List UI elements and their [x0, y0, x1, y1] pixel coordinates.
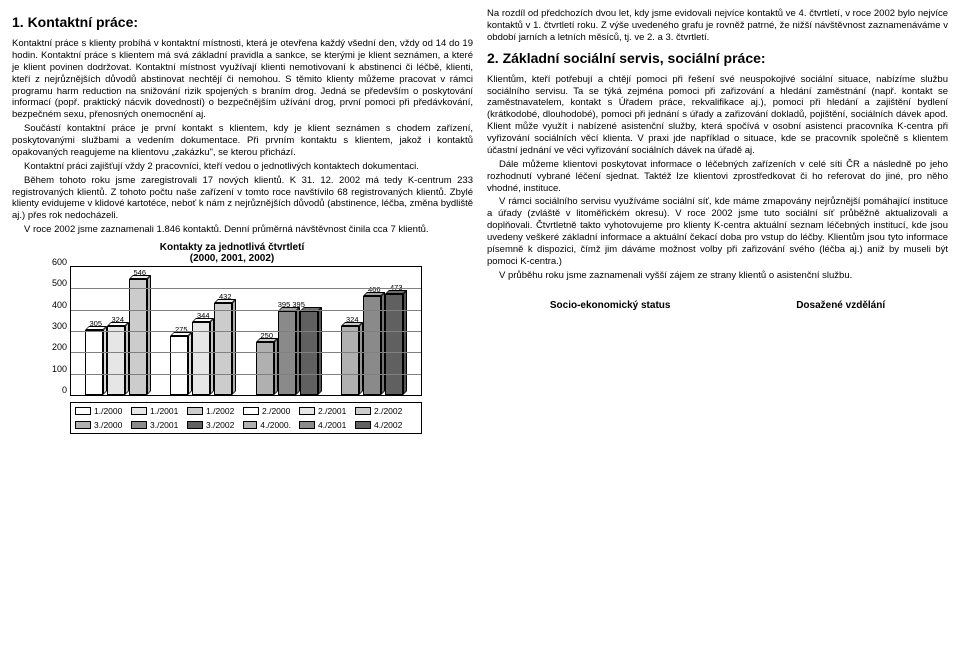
- bar-value-label: 250: [256, 331, 278, 342]
- section-1-body: Kontaktní práce s klienty probíhá v kont…: [12, 38, 473, 236]
- bar: 546: [129, 279, 151, 395]
- bar-value-label: 324: [107, 315, 129, 326]
- legend-label: 1./2001: [150, 406, 178, 416]
- legend-swatch: [355, 407, 371, 415]
- legend-item: 2./2001: [299, 406, 347, 416]
- para: V rámci sociálního servisu využíváme soc…: [487, 196, 948, 267]
- para: Klientům, kteří potřebují a chtějí pomoc…: [487, 74, 948, 157]
- legend-swatch: [131, 421, 147, 429]
- para: Kontaktní práci zajišťují vždy 2 pracovn…: [12, 161, 473, 173]
- legend-item: 1./2001: [131, 406, 179, 416]
- legend-label: 4./2002: [374, 420, 402, 430]
- para: V roce 2002 jsme zaznamenali 1.846 konta…: [12, 224, 473, 236]
- section-1-title: 1. Kontaktní práce:: [12, 14, 473, 30]
- legend-item: 3./2001: [131, 420, 179, 430]
- legend-label: 4./2000.: [260, 420, 291, 430]
- para: Součástí kontaktní práce je první kontak…: [12, 123, 473, 159]
- gridline: [71, 310, 421, 311]
- y-axis-label: 0: [62, 385, 67, 395]
- legend-item: 4./2000.: [243, 420, 291, 430]
- bar-value-label: 344: [192, 311, 214, 322]
- bar: 305: [85, 330, 107, 395]
- legend-swatch: [131, 407, 147, 415]
- section-2-body: Klientům, kteří potřebují a chtějí pomoc…: [487, 74, 948, 282]
- heading-education: Dosažené vzdělání: [796, 300, 885, 311]
- para: V průběhu roku jsme zaznamenali vyšší zá…: [487, 270, 948, 282]
- bar: 324: [341, 326, 363, 395]
- bar: 344: [192, 322, 214, 395]
- legend-swatch: [299, 407, 315, 415]
- bar-value-label: 432: [214, 292, 236, 303]
- page: 1. Kontaktní práce: Kontaktní práce s kl…: [0, 0, 960, 440]
- legend-label: 2./2000: [262, 406, 290, 416]
- gridline: [71, 288, 421, 289]
- bar: 324: [107, 326, 129, 395]
- bar: 432: [214, 303, 236, 395]
- heading-socio: Socio-ekonomický status: [550, 300, 671, 311]
- legend-swatch: [299, 421, 315, 429]
- para: Během tohoto roku jsme zaregistrovali 17…: [12, 175, 473, 223]
- legend-swatch: [187, 407, 203, 415]
- right-column: Na rozdíl od předchozích dvou let, kdy j…: [487, 8, 948, 434]
- chart-title: Kontakty za jednotlivá čtvrtletí (2000, …: [42, 242, 422, 264]
- legend-label: 1./2000: [94, 406, 122, 416]
- para: Kontaktní práce s klienty probíhá v kont…: [12, 38, 473, 121]
- legend-item: 3./2002: [187, 420, 235, 430]
- legend-item: 2./2002: [355, 406, 403, 416]
- legend-label: 2./2001: [318, 406, 346, 416]
- legend-label: 3./2001: [150, 420, 178, 430]
- chart: Kontakty za jednotlivá čtvrtletí (2000, …: [42, 242, 422, 434]
- gridline: [71, 352, 421, 353]
- left-column: 1. Kontaktní práce: Kontaktní práce s kl…: [12, 8, 473, 434]
- para: Na rozdíl od předchozích dvou let, kdy j…: [487, 8, 948, 44]
- legend-item: 1./2002: [187, 406, 235, 416]
- legend-swatch: [355, 421, 371, 429]
- legend-swatch: [75, 407, 91, 415]
- legend-item: 4./2001: [299, 420, 347, 430]
- legend-label: 1./2002: [206, 406, 234, 416]
- chart-plot-area: 0100200300400500600 30532454627534443225…: [70, 266, 422, 396]
- bottom-headings: Socio-ekonomický status Dosažené vzdělán…: [487, 300, 948, 311]
- intro-text: Na rozdíl od předchozích dvou let, kdy j…: [487, 8, 948, 44]
- y-axis-label: 200: [52, 342, 67, 352]
- legend-item: 1./2000: [75, 406, 123, 416]
- legend-item: 2./2000: [243, 406, 291, 416]
- legend-label: 2./2002: [374, 406, 402, 416]
- y-axis-label: 300: [52, 321, 67, 331]
- y-axis-label: 100: [52, 364, 67, 374]
- section-2-title: 2. Základní sociální servis, sociální pr…: [487, 50, 948, 66]
- legend-label: 3./2002: [206, 420, 234, 430]
- bar: 275: [170, 336, 192, 395]
- legend-label: 4./2001: [318, 420, 346, 430]
- y-axis-label: 600: [52, 257, 67, 267]
- bar-value-label: 305: [85, 319, 107, 330]
- y-axis-label: 500: [52, 278, 67, 288]
- legend-swatch: [243, 407, 259, 415]
- gridline: [71, 331, 421, 332]
- bar-value-label: 324: [341, 315, 363, 326]
- bar-value-label: 466: [363, 285, 385, 296]
- gridline: [71, 374, 421, 375]
- legend-label: 3./2000: [94, 420, 122, 430]
- chart-legend: 1./2000 1./2001 1./2002 2./2000 2./2001 2./20…: [70, 402, 422, 434]
- para: Dále můžeme klientovi poskytovat informa…: [487, 159, 948, 195]
- y-axis-label: 400: [52, 300, 67, 310]
- legend-swatch: [187, 421, 203, 429]
- bar: 250: [256, 342, 278, 395]
- legend-item: 3./2000: [75, 420, 123, 430]
- legend-swatch: [75, 421, 91, 429]
- legend-swatch: [243, 421, 257, 429]
- bar-value-label: 546: [129, 268, 151, 279]
- legend-item: 4./2002: [355, 420, 403, 430]
